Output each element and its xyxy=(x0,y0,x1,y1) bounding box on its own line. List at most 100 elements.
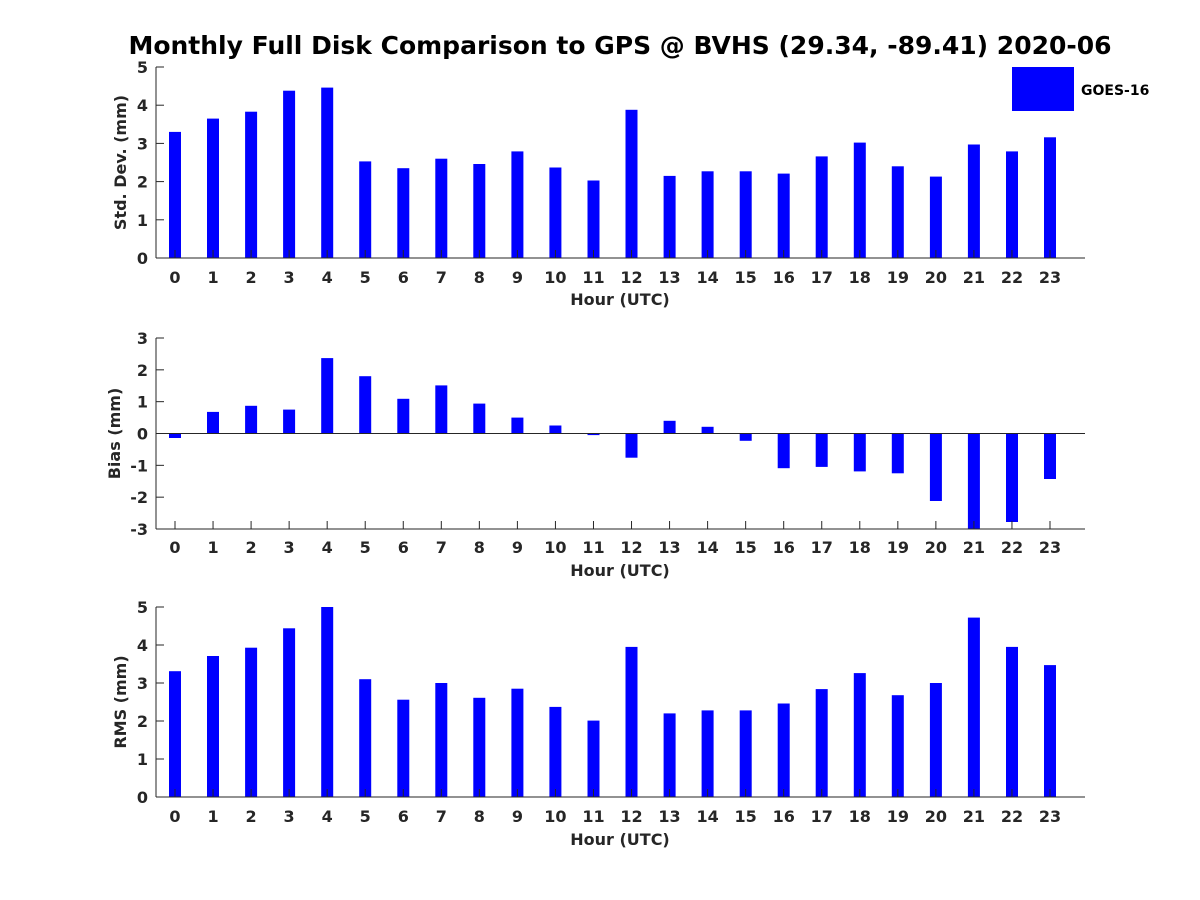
bar-11 xyxy=(587,180,600,258)
legend: GOES-16 xyxy=(1012,67,1149,111)
x-tick-label: 13 xyxy=(658,268,680,287)
bar-19 xyxy=(891,695,904,797)
x-tick-label: 7 xyxy=(436,538,447,557)
x-tick-label: 17 xyxy=(811,268,833,287)
bar-6 xyxy=(397,168,410,258)
x-tick-label: 9 xyxy=(512,268,523,287)
bar-23 xyxy=(1044,433,1056,479)
x-tick-label: 7 xyxy=(436,807,447,826)
bar-16 xyxy=(777,433,790,469)
bar-12 xyxy=(625,646,638,797)
bar-23 xyxy=(1044,665,1056,797)
x-tick-label: 12 xyxy=(620,538,642,557)
y-tick-label: 3 xyxy=(137,674,148,693)
x-tick-label: 19 xyxy=(887,538,909,557)
x-tick-label: 3 xyxy=(284,268,295,287)
y-tick-label: 1 xyxy=(137,211,148,230)
x-tick-label: 19 xyxy=(887,268,909,287)
y-tick-label: 1 xyxy=(137,750,148,769)
x-tick-label: 14 xyxy=(696,538,718,557)
bar-15 xyxy=(739,710,752,797)
x-tick-label: 0 xyxy=(169,807,180,826)
bar-11 xyxy=(587,720,600,797)
x-tick-label: 10 xyxy=(544,268,566,287)
legend-swatch xyxy=(1012,67,1074,111)
bar-21 xyxy=(967,144,980,258)
x-tick-label: 22 xyxy=(1001,268,1023,287)
x-tick-label: 17 xyxy=(811,538,833,557)
x-tick-label: 15 xyxy=(735,538,757,557)
x-tick-label: 3 xyxy=(284,807,295,826)
bar-1 xyxy=(207,118,219,258)
bar-20 xyxy=(929,433,942,501)
bar-15 xyxy=(739,433,752,441)
x-tick-label: 11 xyxy=(582,807,604,826)
bar-6 xyxy=(397,699,410,797)
x-tick-label: 2 xyxy=(246,538,257,557)
bar-20 xyxy=(929,176,942,258)
x-tick-label: 3 xyxy=(284,538,295,557)
bar-15 xyxy=(739,171,752,258)
x-tick-label: 10 xyxy=(544,807,566,826)
x-tick-label: 1 xyxy=(207,538,218,557)
x-tick-label: 14 xyxy=(696,268,718,287)
x-tick-label: 5 xyxy=(360,268,371,287)
y-tick-label: 4 xyxy=(137,96,148,115)
x-tick-label: 20 xyxy=(925,807,947,826)
y-tick-label: 2 xyxy=(137,712,148,731)
bar-22 xyxy=(1006,646,1018,797)
x-tick-label: 7 xyxy=(436,268,447,287)
bar-2 xyxy=(245,647,258,797)
bar-7 xyxy=(435,385,448,434)
bar-9 xyxy=(511,151,524,258)
bar-7 xyxy=(435,683,448,797)
x-tick-label: 6 xyxy=(398,268,409,287)
bar-17 xyxy=(815,433,828,467)
bar-18 xyxy=(853,142,866,258)
y-tick-label: 3 xyxy=(137,329,148,348)
bar-18 xyxy=(853,433,866,472)
x-tick-label: 20 xyxy=(925,268,947,287)
y-tick-label: -1 xyxy=(130,456,148,475)
x-tick-label: 5 xyxy=(360,807,371,826)
x-tick-label: 18 xyxy=(849,538,871,557)
x-tick-label: 21 xyxy=(963,268,985,287)
bar-13 xyxy=(663,713,676,797)
bar-12 xyxy=(625,109,638,258)
bar-8 xyxy=(473,164,486,258)
bar-21 xyxy=(967,433,980,529)
bar-11 xyxy=(587,433,600,436)
bar-5 xyxy=(359,679,372,797)
bar-2 xyxy=(245,405,258,434)
x-tick-label: 12 xyxy=(620,268,642,287)
bar-13 xyxy=(663,420,676,434)
bar-22 xyxy=(1006,151,1018,258)
bar-10 xyxy=(549,425,562,434)
x-tick-label: 4 xyxy=(322,538,333,557)
x-tick-label: 1 xyxy=(207,268,218,287)
x-tick-label: 4 xyxy=(322,807,333,826)
x-tick-label: 6 xyxy=(398,807,409,826)
bar-6 xyxy=(397,398,410,434)
x-tick-label: 11 xyxy=(582,538,604,557)
bar-0 xyxy=(169,433,181,438)
bar-10 xyxy=(549,706,562,797)
x-tick-label: 0 xyxy=(169,268,180,287)
x-tick-label: 9 xyxy=(512,538,523,557)
x-tick-label: 2 xyxy=(246,268,257,287)
bar-20 xyxy=(929,683,942,797)
x-axis-label: Hour (UTC) xyxy=(570,830,670,849)
bar-21 xyxy=(967,617,980,797)
y-tick-label: 3 xyxy=(137,134,148,153)
y-tick-label: 5 xyxy=(137,598,148,617)
bar-10 xyxy=(549,167,562,258)
x-tick-label: 22 xyxy=(1001,807,1023,826)
x-tick-label: 6 xyxy=(398,538,409,557)
y-axis-label: RMS (mm) xyxy=(111,655,130,748)
bar-9 xyxy=(511,688,524,797)
bar-0 xyxy=(169,671,181,797)
bar-5 xyxy=(359,161,372,258)
